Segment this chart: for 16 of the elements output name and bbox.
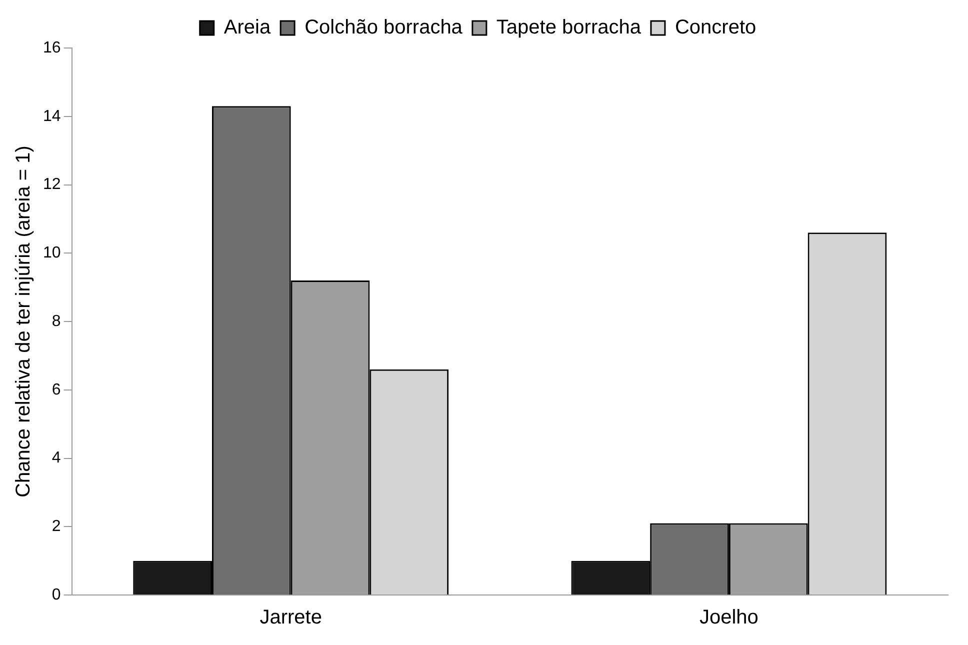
y-tick-label: 10 — [43, 244, 61, 262]
legend-label: Areia — [224, 16, 272, 39]
y-tick-label: 6 — [52, 381, 61, 398]
y-axis-title: Chance relativa de ter injúria (areia = 1) — [12, 146, 35, 498]
y-tick-label: 0 — [52, 586, 61, 604]
y-tick-label: 8 — [52, 312, 61, 330]
legend-label: Concreto — [674, 16, 756, 39]
legend-label: Tapete borracha — [496, 16, 642, 39]
x-tick-label: Joelho — [699, 606, 758, 629]
y-tick-label: 14 — [43, 108, 61, 125]
y-tick-label: 4 — [52, 450, 61, 467]
y-tick-label: 2 — [52, 518, 61, 536]
y-tick-label: 12 — [43, 176, 61, 194]
y-tick-label: 16 — [43, 39, 61, 56]
x-tick-label: Jarrete — [260, 606, 322, 629]
legend-label: Colchão borracha — [304, 16, 464, 39]
